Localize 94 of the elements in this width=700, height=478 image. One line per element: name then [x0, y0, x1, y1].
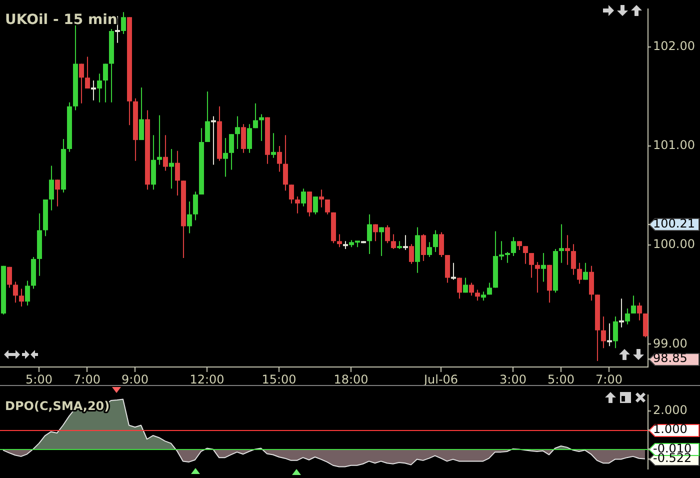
candlestick [535, 261, 540, 294]
x-tick-label: Jul-06 [422, 372, 458, 386]
candlestick [97, 73, 102, 103]
candlestick [451, 262, 456, 280]
y-tick-label: 99.00 [653, 336, 688, 350]
candlestick [445, 254, 450, 284]
candlestick [169, 148, 174, 190]
candlestick [7, 266, 12, 288]
y-tick-label: 100.21 [653, 216, 695, 230]
candlestick [607, 322, 612, 347]
candlestick [373, 224, 378, 242]
candlestick [241, 124, 246, 154]
candlestick [277, 145, 282, 172]
candlestick [313, 196, 318, 215]
candlestick [157, 114, 162, 166]
candlestick [223, 138, 228, 178]
x-tick-label: 15:00 [262, 372, 296, 386]
candlestick [367, 214, 372, 255]
candlestick [637, 302, 642, 321]
chart-title: UKOil - 15 min [5, 12, 118, 28]
candlestick [529, 252, 534, 278]
candlestick [247, 124, 252, 154]
candlestick [643, 312, 648, 338]
candlestick [295, 196, 300, 214]
candlestick [565, 234, 570, 266]
candlestick [379, 226, 384, 256]
candlestick [103, 63, 108, 103]
candlestick [319, 189, 324, 208]
candlestick [403, 234, 408, 251]
candlestick [91, 80, 96, 101]
candlestick [307, 191, 312, 217]
x-tick-label: 3:00 [500, 372, 526, 386]
x-tick-label: 7:00 [74, 372, 100, 386]
candlestick [163, 134, 168, 172]
candlestick [139, 87, 144, 141]
candlestick [337, 234, 342, 248]
candlestick [49, 165, 54, 211]
candlestick [511, 236, 516, 256]
x-tick-label: 9:00 [122, 372, 148, 386]
candlestick [19, 288, 24, 308]
candlestick [79, 63, 84, 104]
candlestick [583, 262, 588, 280]
candlestick [253, 102, 258, 129]
candlestick [187, 200, 192, 234]
candlestick [433, 230, 438, 253]
candlestick [427, 242, 432, 258]
candlestick [325, 199, 330, 215]
x-tick-label: 5:00 [548, 372, 574, 386]
y-tick-label: 2.000 [653, 403, 688, 418]
candlestick [619, 298, 624, 328]
x-tick-label: 5:00 [26, 372, 52, 386]
candlestick [229, 134, 234, 170]
candlestick [121, 12, 126, 34]
y-tick-label: 1.000 [653, 422, 688, 436]
candlestick [55, 179, 60, 207]
candlestick [631, 295, 636, 314]
candlestick [589, 265, 594, 302]
candlestick [289, 184, 294, 204]
candlestick [601, 316, 606, 349]
y-tick-label: 102.00 [653, 38, 695, 53]
candlestick [85, 56, 90, 89]
candlestick [475, 289, 480, 302]
candlestick [613, 316, 618, 349]
candlestick [259, 114, 264, 142]
candlestick [421, 234, 426, 262]
y-tick-label: 100.00 [653, 237, 695, 252]
candlestick [439, 232, 444, 258]
candlestick [205, 90, 210, 143]
x-tick-label: 12:00 [190, 372, 224, 386]
candlestick [457, 277, 462, 300]
candlestick [391, 234, 396, 250]
candlestick [559, 224, 564, 264]
candlestick [625, 308, 630, 325]
candlestick [469, 282, 474, 296]
candlestick [193, 191, 198, 221]
candlestick [409, 244, 414, 264]
candlestick [463, 277, 468, 294]
candlestick [541, 252, 546, 282]
candlestick [283, 134, 288, 192]
candlestick [175, 150, 180, 196]
x-tick-label: 7:00 [596, 372, 622, 386]
candlestick [301, 188, 306, 207]
candlestick [13, 281, 18, 304]
x-tick-label: 18:00 [334, 372, 368, 386]
candlestick [235, 116, 240, 150]
candlestick [577, 262, 582, 284]
candlestick [25, 280, 30, 306]
candlestick [523, 246, 528, 264]
y-tick-label: 101.00 [653, 138, 695, 152]
candlestick [571, 244, 576, 276]
candlestick [211, 116, 216, 166]
y-tick-label: 98.85 [653, 351, 688, 366]
candlestick [271, 132, 276, 158]
candlestick [385, 224, 390, 244]
